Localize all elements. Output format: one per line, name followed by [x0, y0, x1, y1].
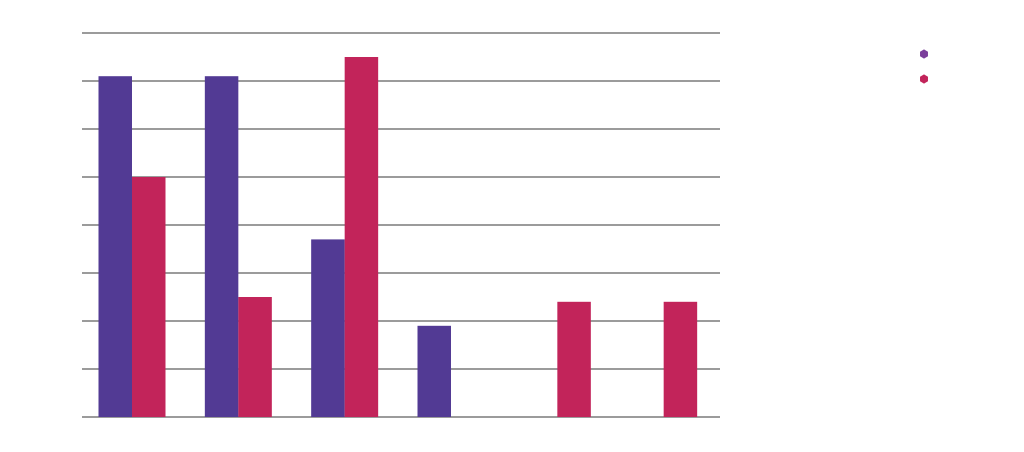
bar-series-1-category-1 — [98, 76, 132, 417]
bar-series-2-category-3 — [344, 57, 379, 417]
legend-marker-series-1 — [920, 49, 928, 59]
bar-series-2-category-2 — [238, 297, 272, 417]
legend — [920, 49, 928, 84]
bar-series-1-category-2 — [204, 76, 239, 417]
legend-marker-series-2 — [920, 74, 928, 84]
bar-series-2-category-5 — [557, 301, 591, 417]
bar-series-1-category-3 — [311, 239, 345, 417]
bar-series-2-category-6 — [663, 301, 698, 417]
gridlines — [82, 32, 720, 418]
bar-series-1-category-4 — [417, 325, 451, 417]
bar-series-2-category-1 — [132, 177, 166, 417]
bars — [98, 57, 698, 417]
